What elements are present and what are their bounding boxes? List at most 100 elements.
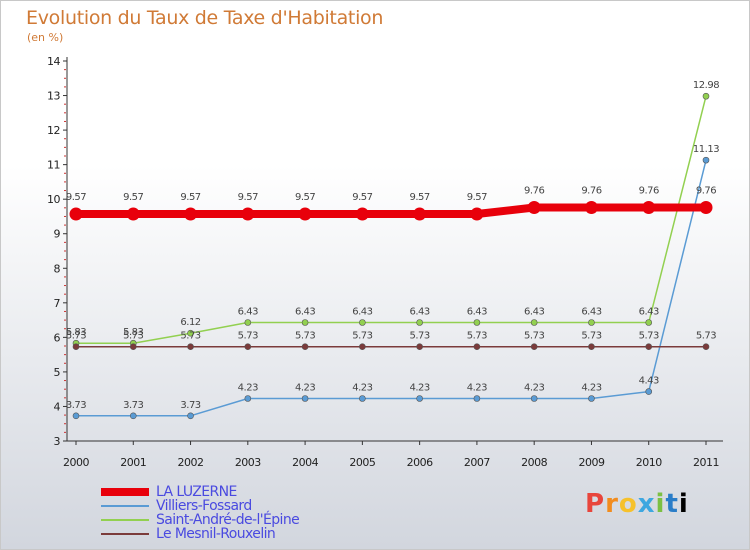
data-point: [72, 343, 80, 350]
data-label: 6.43: [410, 307, 430, 318]
y-tick-label: 8: [54, 262, 61, 275]
y-tick-label: 5: [54, 366, 61, 379]
y-tick-label: 14: [47, 55, 60, 68]
legend-swatch: [101, 519, 149, 521]
logo-letter: o: [618, 489, 638, 519]
data-point: [416, 395, 423, 402]
data-point: [301, 319, 309, 326]
data-point: [355, 207, 369, 221]
data-label: 5.73: [123, 331, 143, 342]
axes: 3 4 5 6 7 8 9 10 11 12 13 14 2000 2001 2002 2003 2004 200…: [47, 55, 723, 469]
legend-label: Villiers-Fossard: [156, 498, 252, 514]
data-label: 4.43: [639, 376, 659, 387]
data-point: [413, 207, 427, 221]
data-label: 5.73: [467, 331, 487, 342]
x-tick-label: 2009: [578, 456, 604, 469]
x-tick-label: 2004: [292, 456, 318, 469]
legend-label: LA LUZERNE: [156, 484, 237, 500]
data-label: 5.83: [66, 327, 86, 338]
legend-swatch: [101, 488, 149, 496]
y-tick-label: 6: [54, 331, 61, 344]
legend-label: Le Mesnil-Rouxelin: [156, 526, 276, 542]
data-point: [473, 343, 481, 350]
data-label: 6.43: [639, 307, 659, 318]
data-point: [359, 395, 366, 402]
data-label: 5.73: [295, 331, 315, 342]
data-label: 6.43: [524, 307, 544, 318]
y-tick-label: 7: [54, 297, 61, 310]
data-label: 9.57: [352, 192, 372, 203]
data-point: [416, 343, 423, 350]
y-tick-label: 13: [47, 90, 60, 103]
data-label: 9.76: [581, 185, 601, 196]
data-point: [645, 319, 653, 326]
data-point: [184, 207, 198, 221]
data-label: 5.73: [696, 331, 716, 342]
x-tick-label: 2005: [349, 456, 375, 469]
data-point: [527, 200, 541, 214]
data-label: 12.98: [693, 80, 719, 91]
y-tick-label: 11: [47, 159, 60, 172]
data-point: [187, 343, 194, 350]
data-label: 9.76: [696, 185, 716, 196]
data-point: [470, 207, 484, 221]
data-label: 9.57: [295, 192, 315, 203]
data-label: 6.43: [352, 307, 372, 318]
data-point: [244, 319, 252, 326]
data-point: [244, 395, 252, 402]
data-label: 9.57: [467, 192, 487, 203]
y-tick-label: 9: [54, 228, 61, 241]
x-tick-label: 2000: [63, 456, 89, 469]
chart-title: Evolution du Taux de Taxe d'Habitation: [26, 7, 384, 29]
data-point: [72, 412, 80, 420]
logo-letter: r: [605, 489, 619, 519]
data-label: 4.23: [467, 383, 487, 394]
data-label: 9.57: [410, 192, 430, 203]
data-label: 5.73: [410, 331, 430, 342]
y-tick-label: 3: [54, 435, 61, 448]
series-labels: 9.57 9.57 9.57 9.57 9.57 9.57 9.57 9.57 9.76 9.76…: [66, 80, 720, 411]
data-point: [588, 319, 595, 326]
x-tick-label: 2002: [178, 456, 204, 469]
x-tick-label: 2006: [407, 456, 433, 469]
data-point: [702, 156, 710, 164]
data-point: [129, 343, 137, 350]
logo-letter: i: [655, 489, 666, 519]
proxiti-logo: Proxiti: [585, 489, 689, 519]
data-label: 9.76: [524, 185, 544, 196]
data-label: 6.12: [180, 317, 200, 328]
data-label: 5.73: [581, 331, 601, 342]
data-label: 3.73: [180, 400, 200, 411]
data-label: 6.43: [238, 307, 258, 318]
data-point: [126, 207, 140, 221]
x-tick-label: 2010: [636, 456, 662, 469]
data-point: [301, 343, 309, 350]
data-label: 3.73: [66, 400, 86, 411]
data-point: [241, 207, 255, 221]
data-point: [473, 319, 481, 326]
y-tick-label: 4: [54, 400, 61, 413]
data-point: [530, 343, 538, 350]
data-point: [473, 395, 481, 402]
data-label: 9.57: [66, 192, 86, 203]
data-point: [69, 207, 83, 221]
data-label: 4.23: [295, 383, 315, 394]
series-line: [76, 96, 707, 344]
data-point: [244, 343, 252, 350]
data-label: 5.73: [66, 331, 86, 342]
data-point: [642, 200, 656, 214]
data-point: [301, 395, 309, 402]
data-point: [359, 319, 366, 326]
data-label: 4.23: [410, 383, 430, 394]
data-point: [530, 395, 538, 402]
y-tick-label: 12: [47, 124, 60, 137]
data-label: 5.73: [352, 331, 372, 342]
data-point: [699, 200, 713, 214]
data-label: 3.73: [123, 400, 143, 411]
x-tick-label: 2008: [521, 456, 547, 469]
data-point: [584, 200, 598, 214]
data-label: 6.43: [581, 307, 601, 318]
data-point: [645, 343, 653, 350]
data-label: 4.23: [352, 383, 372, 394]
